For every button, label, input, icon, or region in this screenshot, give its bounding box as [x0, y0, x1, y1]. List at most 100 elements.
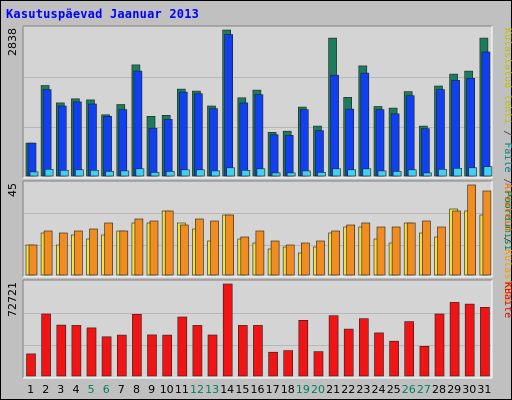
x-tick-label: 22 — [341, 383, 355, 396]
bar-külastusi — [285, 244, 295, 276]
x-tick-label: 31 — [477, 383, 491, 396]
bar-külastusi — [225, 214, 234, 276]
series-label-mid: Arvuteid / Külastusi — [502, 183, 512, 303]
bar-külastatud-lehti — [59, 170, 69, 177]
bar-kbaite — [480, 306, 490, 377]
x-tick-label: 28 — [432, 383, 446, 396]
bar-kbaite — [26, 353, 36, 377]
bar-kbaite — [56, 324, 67, 377]
x-tick-label: 13 — [205, 383, 219, 396]
series-label-part: / — [502, 124, 512, 142]
bar-külastusi — [361, 222, 371, 276]
bar-faile — [315, 130, 324, 177]
bar-külastusi — [437, 226, 446, 276]
bar-külastusi — [74, 230, 83, 276]
bar-kbaite — [389, 340, 399, 377]
bar-külastatud-lehti — [135, 168, 145, 177]
bar-faile — [148, 127, 158, 177]
bar-kbaite — [41, 313, 51, 377]
bar-külastusi — [346, 224, 356, 276]
bar-faile — [103, 116, 112, 177]
bar-kbaite — [207, 334, 218, 377]
bar-kbaite — [132, 313, 142, 377]
series-label-part: Külastatud lehti — [502, 28, 512, 124]
bars-mid — [25, 184, 492, 276]
bar-külastatud-lehti — [317, 172, 326, 177]
bars-top — [25, 29, 493, 177]
bar-külastusi — [482, 190, 492, 276]
bar-kbaite — [162, 334, 172, 377]
bar-külastusi — [89, 228, 98, 276]
bar-kbaite — [177, 316, 188, 377]
bar-faile — [73, 101, 82, 177]
bar-külastusi — [391, 226, 401, 276]
x-tick-label: 18 — [281, 383, 295, 396]
bar-külastatud-lehti — [392, 171, 402, 177]
bar-faile — [421, 128, 430, 177]
bar-külastatud-lehti — [44, 169, 54, 177]
x-tick-label: 3 — [57, 383, 64, 396]
x-tick-label: 27 — [417, 383, 431, 396]
bar-külastusi — [119, 230, 129, 276]
bar-faile — [436, 89, 445, 177]
bar-kbaite — [419, 345, 430, 377]
bar-külastusi — [452, 210, 461, 276]
bar-külastusi — [376, 226, 386, 276]
bar-külastusi — [164, 210, 174, 276]
bar-külastatud-lehti — [362, 168, 372, 177]
bar-külastusi — [331, 230, 340, 276]
bar-faile — [88, 103, 97, 177]
x-tick-label: 24 — [372, 383, 386, 396]
bar-külastatud-lehti — [271, 172, 281, 177]
bar-kbaite — [343, 328, 354, 377]
panel-mid: 45 Arvuteid / Külastusi — [6, 180, 512, 303]
bar-külastatud-lehti — [407, 169, 417, 177]
bar-külastatud-lehti — [423, 172, 432, 177]
bar-kbaite — [147, 334, 157, 377]
x-tick-label: 11 — [175, 383, 189, 396]
bar-faile — [194, 93, 203, 177]
bar-külastatud-lehti — [438, 169, 447, 177]
bar-külastatud-lehti — [226, 167, 235, 177]
bar-külastatud-lehti — [286, 172, 296, 177]
bar-kbaite — [86, 327, 97, 377]
bar-faile — [57, 105, 67, 177]
x-tick-label: 16 — [251, 383, 265, 396]
x-axis-labels: 1 2 3 4 5 6 7 8 9 10 11 12 13 14 15 16 17 18 19 20 21 22 23 24 2… — [27, 383, 491, 396]
bar-külastusi — [406, 222, 416, 276]
bar-faile — [27, 142, 37, 177]
series-label-top: Külastatud lehti / Faile / Pöördumisi — [502, 28, 512, 251]
bar-faile — [163, 119, 173, 177]
bar-kbaite — [117, 334, 127, 377]
bar-kbaite — [404, 321, 415, 377]
bar-faile — [224, 34, 233, 177]
bar-faile — [118, 109, 128, 177]
bar-külastatud-lehti — [196, 169, 205, 177]
bar-külastusi — [134, 218, 144, 276]
bar-kbaite — [358, 318, 369, 377]
bar-kbaite — [313, 351, 324, 377]
panel-top: 2838 Külastatud lehti / Faile / Pöördumis… — [6, 25, 512, 251]
bar-faile — [375, 109, 385, 177]
bar-külastatud-lehti — [181, 169, 190, 177]
bar-kbaite — [283, 350, 294, 377]
x-tick-label: 5 — [88, 383, 95, 396]
series-label-part: / — [502, 231, 512, 249]
bar-faile — [405, 95, 415, 177]
series-label-bot: KBaite — [502, 282, 512, 318]
x-tick-label: 17 — [266, 383, 280, 396]
bar-kbaite — [464, 303, 475, 377]
bar-külastusi — [180, 224, 189, 276]
bar-kbaite — [101, 336, 112, 377]
bar-külastatud-lehti — [165, 171, 175, 177]
bar-faile — [451, 80, 460, 177]
series-label-part: KBaite — [502, 282, 512, 318]
x-tick-label: 8 — [133, 383, 140, 396]
bar-faile — [466, 78, 476, 177]
bar-kbaite — [328, 315, 339, 377]
series-label-part: Faile — [502, 142, 512, 172]
bar-külastatud-lehti — [301, 170, 311, 177]
bar-külastatud-lehti — [453, 168, 462, 177]
bar-külastatud-lehti — [29, 171, 39, 177]
bar-külastusi — [240, 236, 250, 276]
